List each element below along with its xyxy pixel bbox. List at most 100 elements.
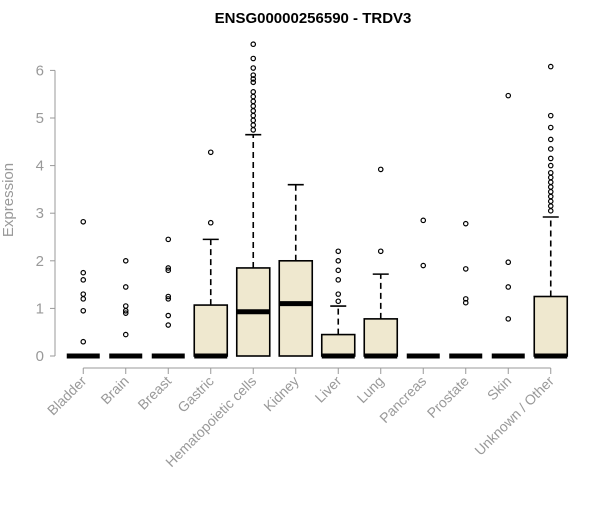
outlier-point: [80, 277, 87, 283]
plot-area: [66, 41, 569, 359]
outlier-point: [335, 248, 342, 255]
box-group: [363, 166, 399, 359]
outlier-point: [335, 277, 342, 283]
outlier-point: [165, 296, 172, 302]
outlier-point: [420, 262, 427, 269]
outlier-point: [165, 267, 172, 274]
x-tick-label: Prostate: [424, 373, 472, 421]
outlier-point: [250, 112, 257, 119]
outlier-point: [505, 92, 512, 99]
outlier-point: [250, 93, 257, 100]
x-tick-label: Brain: [97, 373, 131, 407]
outlier-point: [122, 331, 129, 338]
outlier-point: [165, 265, 172, 271]
x-tick-label: Kidney: [260, 373, 302, 415]
outlier-point: [207, 219, 214, 226]
x-tick-label: Liver: [312, 373, 345, 406]
outlier-point: [122, 303, 129, 309]
outlier-point: [547, 203, 554, 209]
outlier-point: [547, 174, 554, 181]
outlier-point: [250, 103, 257, 109]
outlier-point: [547, 179, 554, 186]
box-group: [235, 41, 271, 357]
outlier-point: [250, 41, 257, 48]
chart-title: ENSG00000256590 - TRDV3: [215, 10, 412, 27]
outlier-point: [335, 267, 342, 274]
y-tick-label: 5: [36, 110, 44, 127]
box-group: [320, 248, 356, 359]
y-tick-label: 6: [36, 62, 44, 79]
outlier-point: [547, 136, 554, 143]
outlier-point: [250, 89, 257, 95]
outlier-point: [250, 108, 257, 114]
outlier-point: [250, 65, 257, 71]
y-tick-label: 4: [36, 158, 44, 175]
outlier-point: [122, 284, 129, 290]
y-tick-label: 3: [36, 205, 44, 222]
outlier-point: [462, 296, 469, 302]
outlier-point: [122, 310, 129, 316]
outlier-point: [377, 166, 384, 173]
box-group: [151, 236, 185, 359]
outlier-point: [80, 307, 87, 314]
box: [533, 295, 569, 357]
box-group: [406, 217, 440, 359]
box-group: [449, 220, 483, 359]
x-tick-label: Breast: [134, 373, 174, 413]
box: [320, 333, 356, 357]
box-group: [278, 183, 314, 357]
outlier-point: [505, 316, 512, 322]
outlier-point: [547, 193, 554, 200]
outlier-point: [547, 124, 554, 131]
outlier-point: [335, 298, 342, 305]
outlier-point: [547, 169, 554, 176]
outlier-point: [80, 338, 87, 345]
outlier-point: [547, 63, 554, 70]
y-tick-label: 2: [36, 253, 44, 270]
outlier-point: [547, 208, 554, 214]
outlier-point: [207, 149, 214, 156]
x-tick-label: Lung: [354, 373, 387, 406]
outlier-point: [250, 79, 257, 86]
box: [193, 304, 229, 357]
outlier-point: [250, 72, 257, 78]
box-group: [109, 257, 143, 359]
outlier-point: [547, 198, 554, 205]
outlier-point: [250, 122, 257, 128]
outlier-point: [165, 236, 172, 243]
outlier-point: [250, 117, 257, 124]
outlier-point: [547, 146, 554, 152]
outlier-point: [377, 248, 384, 255]
outlier-point: [80, 296, 87, 302]
box-group: [491, 92, 525, 359]
x-tick-label: Skin: [484, 373, 515, 404]
outlier-point: [547, 162, 554, 169]
outlier-point: [250, 98, 257, 105]
box-group: [533, 63, 569, 359]
outlier-point: [420, 217, 427, 224]
outlier-point: [80, 269, 87, 276]
x-tick-label: Pancreas: [376, 373, 429, 426]
outlier-point: [250, 55, 257, 62]
y-tick-label: 0: [36, 348, 44, 365]
outlier-point: [462, 266, 469, 272]
outlier-point: [547, 112, 554, 119]
outlier-point: [122, 257, 129, 264]
y-axis: 0 1 2 3 4 5 6: [36, 62, 56, 365]
x-tick-label: Unknown / Other: [471, 373, 557, 459]
outlier-point: [335, 257, 342, 264]
y-tick-label: 1: [36, 300, 44, 317]
y-axis-label: Expression: [0, 163, 17, 237]
outlier-point: [80, 218, 87, 225]
box: [363, 318, 399, 357]
outlier-point: [165, 293, 172, 300]
outlier-point: [335, 291, 342, 297]
outlier-point: [165, 312, 172, 319]
outlier-point: [165, 322, 172, 328]
outlier-point: [505, 259, 512, 266]
outlier-point: [80, 291, 87, 297]
box: [278, 259, 314, 357]
box-group: [66, 218, 100, 359]
